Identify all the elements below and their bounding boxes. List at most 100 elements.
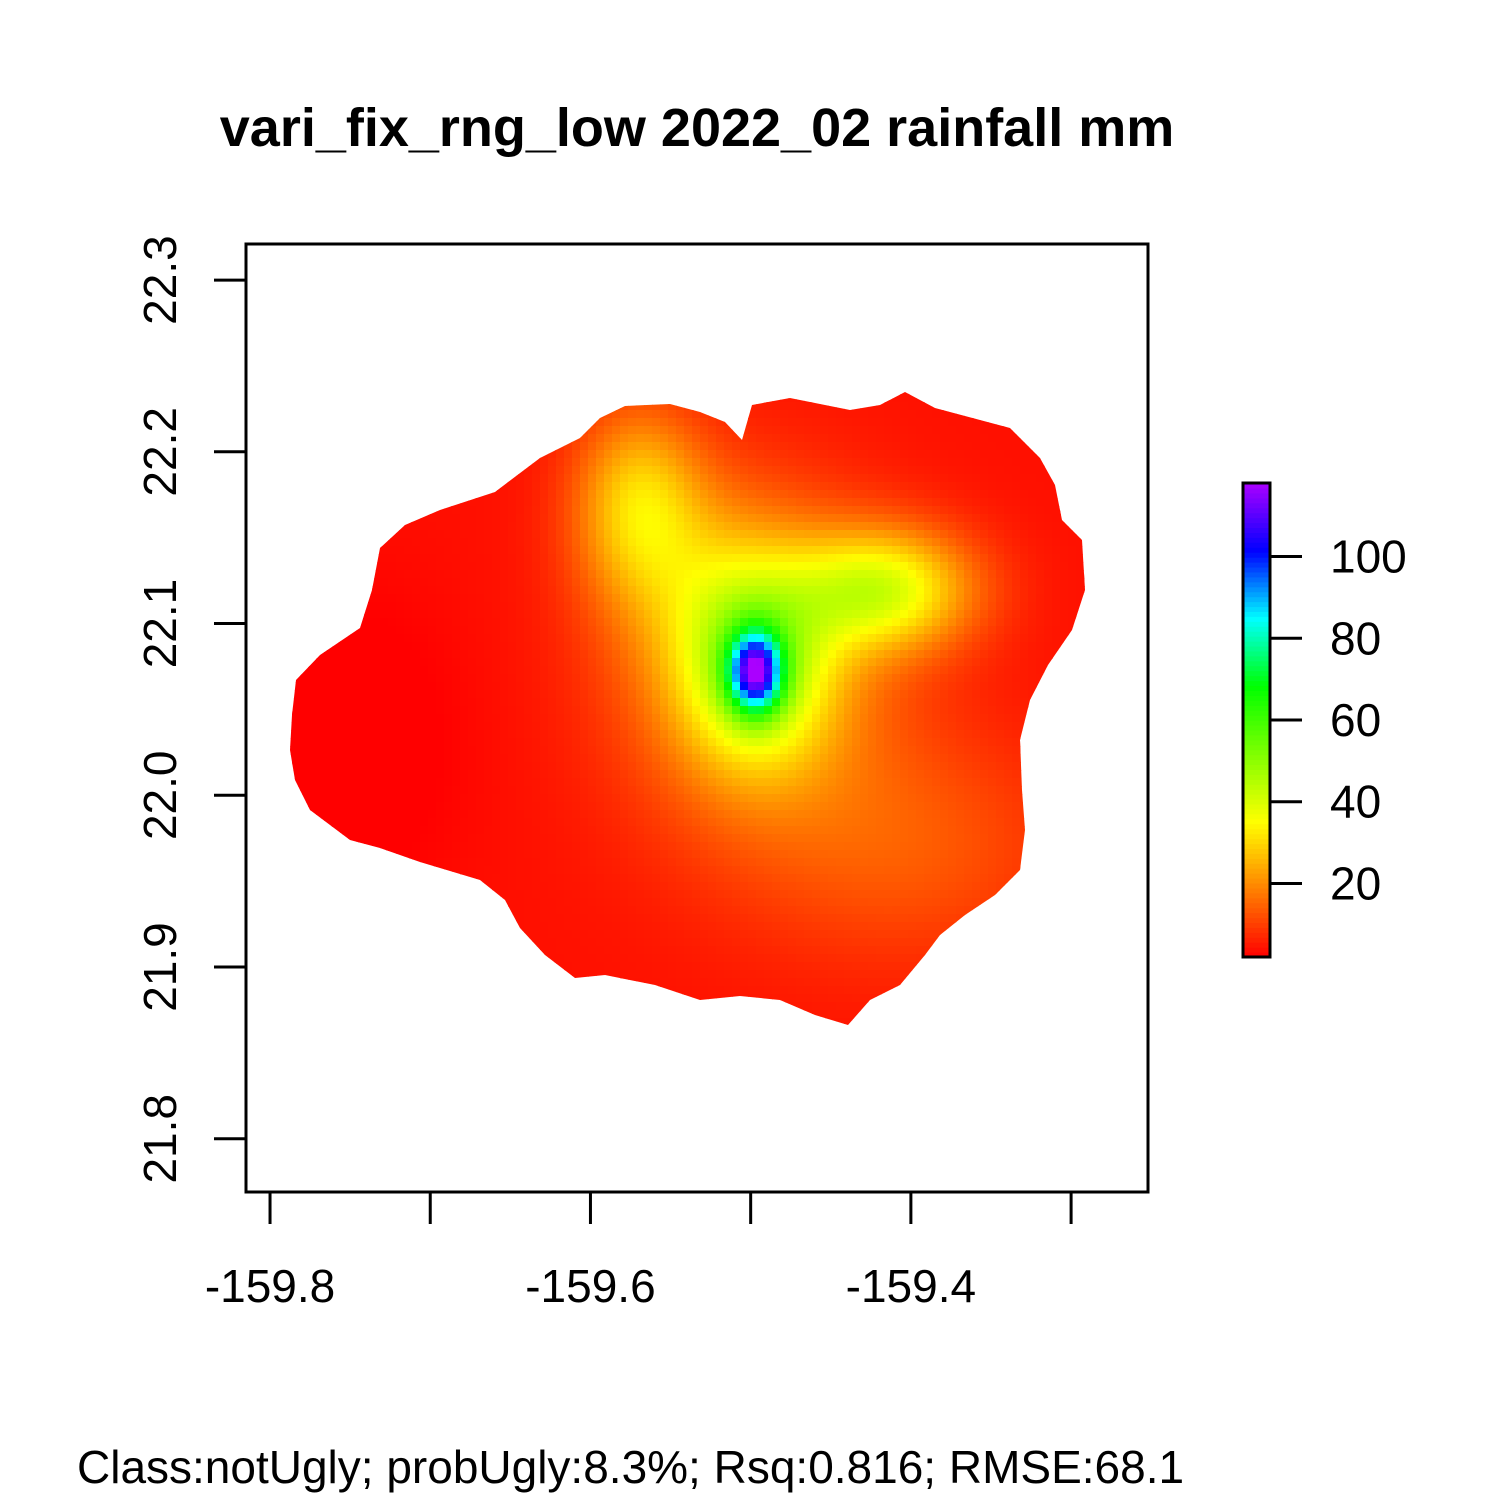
raster-cell — [460, 770, 469, 779]
raster-cell — [324, 674, 333, 683]
raster-cell — [644, 714, 653, 723]
raster-cell — [828, 674, 837, 683]
raster-cell — [948, 418, 957, 427]
raster-cell — [1052, 666, 1061, 675]
raster-cell — [316, 754, 325, 763]
raster-cell — [284, 722, 293, 731]
raster-cell — [436, 674, 445, 683]
raster-cell — [756, 426, 765, 435]
raster-cell — [332, 674, 341, 683]
raster-cell — [540, 458, 549, 467]
raster-cell — [804, 602, 813, 611]
raster-cell — [748, 714, 757, 723]
raster-cell — [468, 402, 477, 411]
raster-cell — [684, 618, 693, 627]
raster-cell — [348, 418, 357, 427]
raster-cell — [404, 386, 413, 395]
raster-cell — [1020, 650, 1029, 659]
raster-cell — [716, 674, 725, 683]
raster-cell — [972, 690, 981, 699]
raster-cell — [524, 642, 533, 651]
raster-cell — [700, 690, 709, 699]
raster-cell — [436, 450, 445, 459]
raster-cell — [1044, 746, 1053, 755]
raster-cell — [572, 690, 581, 699]
raster-cell — [684, 506, 693, 515]
raster-cell — [980, 578, 989, 587]
raster-cell — [324, 650, 333, 659]
raster-cell — [836, 522, 845, 531]
raster-cell — [556, 602, 565, 611]
raster-cell — [924, 754, 933, 763]
raster-cell — [812, 530, 821, 539]
raster-cell — [460, 762, 469, 771]
raster-cell — [500, 626, 509, 635]
raster-cell — [820, 674, 829, 683]
raster-cell — [1004, 442, 1013, 451]
raster-cell — [460, 418, 469, 427]
raster-cell — [404, 458, 413, 467]
raster-cell — [372, 466, 381, 475]
raster-cell — [780, 538, 789, 547]
raster-cell — [332, 746, 341, 755]
raster-cell — [1044, 562, 1053, 571]
raster-cell — [428, 458, 437, 467]
raster-cell — [980, 546, 989, 555]
raster-cell — [292, 402, 301, 411]
raster-cell — [540, 498, 549, 507]
raster-cell — [1084, 570, 1093, 579]
raster-cell — [972, 442, 981, 451]
raster-cell — [572, 610, 581, 619]
raster-cell — [716, 490, 725, 499]
raster-cell — [404, 530, 413, 539]
raster-cell — [620, 674, 629, 683]
raster-cell — [932, 466, 941, 475]
raster-cell — [668, 498, 677, 507]
raster-cell — [612, 602, 621, 611]
raster-cell — [596, 610, 605, 619]
raster-cell — [556, 738, 565, 747]
raster-cell — [900, 562, 909, 571]
raster-cell — [380, 642, 389, 651]
raster-cell — [908, 658, 917, 667]
raster-cell — [1036, 498, 1045, 507]
raster-cell — [908, 586, 917, 595]
raster-cell — [796, 530, 805, 539]
raster-cell — [516, 474, 525, 483]
raster-cell — [604, 706, 613, 715]
raster-cell — [436, 538, 445, 547]
raster-cell — [980, 490, 989, 499]
raster-cell — [484, 514, 493, 523]
raster-cell — [732, 570, 741, 579]
raster-cell — [460, 402, 469, 411]
raster-cell — [844, 682, 853, 691]
raster-cell — [908, 402, 917, 411]
raster-cell — [892, 386, 901, 395]
raster-cell — [932, 506, 941, 515]
raster-cell — [876, 762, 885, 771]
raster-cell — [604, 490, 613, 499]
chart-title: vari_fix_rng_low 2022_02 rainfall mm — [220, 98, 1175, 158]
raster-cell — [804, 498, 813, 507]
raster-cell — [348, 698, 357, 707]
raster-cell — [596, 490, 605, 499]
raster-cell — [652, 602, 661, 611]
raster-cell — [1076, 674, 1085, 683]
raster-cell — [500, 770, 509, 779]
raster-cell — [868, 474, 877, 483]
raster-cell — [540, 714, 549, 723]
raster-cell — [356, 418, 365, 427]
raster-cell — [508, 746, 517, 755]
raster-cell — [644, 770, 653, 779]
raster-cell — [492, 698, 501, 707]
raster-cell — [628, 394, 637, 403]
raster-cell — [580, 514, 589, 523]
raster-cell — [348, 770, 357, 779]
raster-cell — [692, 466, 701, 475]
raster-cell — [740, 746, 749, 755]
raster-cell — [1012, 738, 1021, 747]
raster-cell — [980, 450, 989, 459]
raster-cell — [316, 626, 325, 635]
raster-cell — [812, 418, 821, 427]
